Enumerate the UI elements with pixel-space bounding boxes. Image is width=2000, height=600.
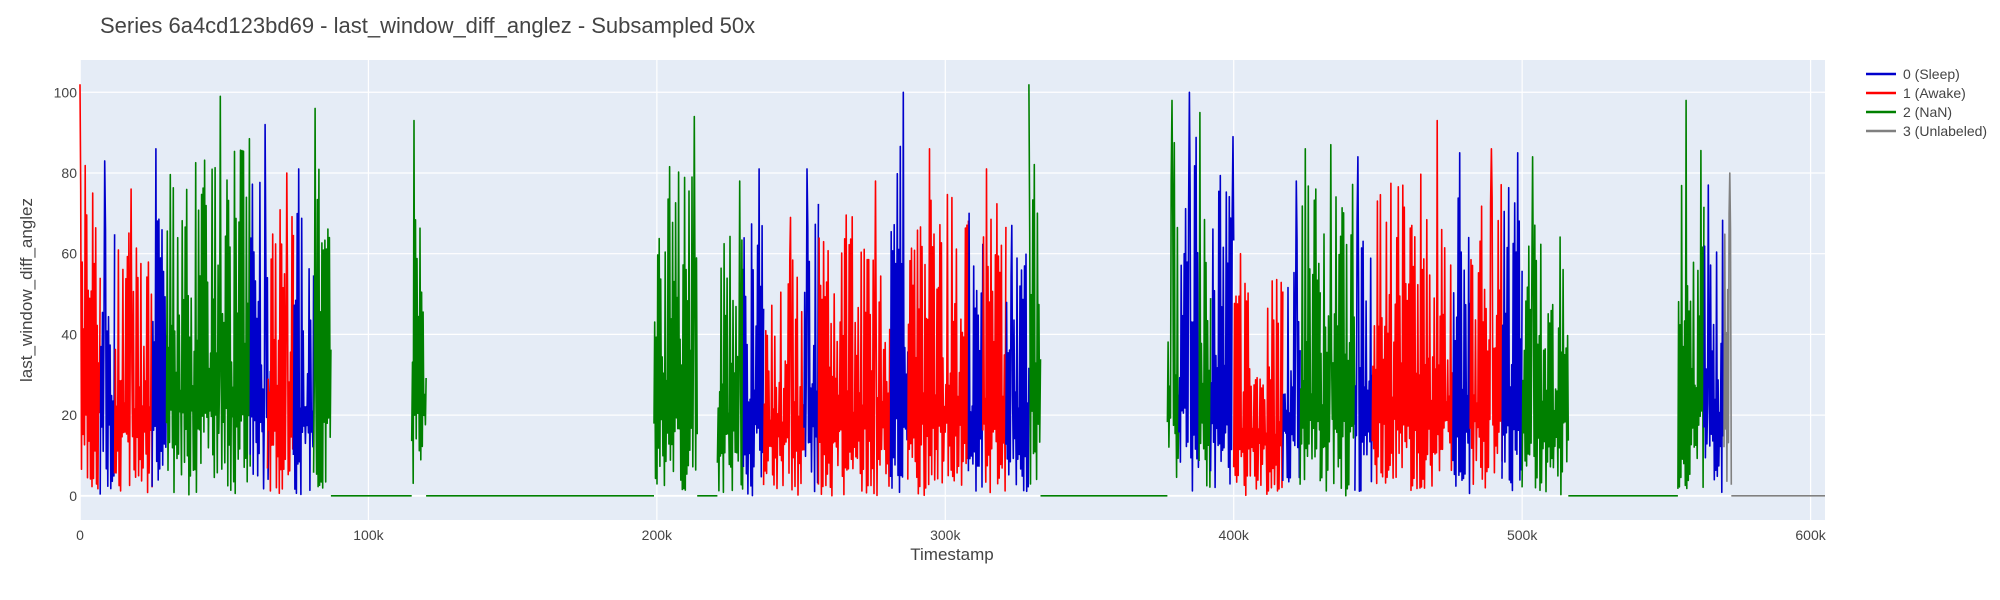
tick-labels: 0 100k 200k 300k 400k 500k 600k 0 20 40 60 80 100 xyxy=(54,84,1827,543)
series-line-segment xyxy=(151,148,168,487)
x-tick-label: 500k xyxy=(1507,527,1538,543)
series-line-segment xyxy=(1005,224,1030,493)
series-line-segment xyxy=(99,160,116,495)
x-tick-label: 200k xyxy=(642,527,673,543)
x-tick-label: 0 xyxy=(76,527,84,543)
series-line-segment xyxy=(803,168,820,493)
y-tick-label: 60 xyxy=(61,246,77,262)
series-line-segment xyxy=(312,107,332,489)
series-line-segment xyxy=(1354,156,1373,492)
x-tick-label: 600k xyxy=(1795,527,1826,543)
series-line-segment xyxy=(1198,111,1212,488)
y-tick-label: 20 xyxy=(61,407,77,423)
legend-item[interactable]: 0 (Sleep) xyxy=(1866,66,1960,82)
series-line-segment xyxy=(1319,143,1356,497)
series-line-segment xyxy=(292,168,315,496)
series-line-segment xyxy=(79,84,101,490)
series-line-segment xyxy=(113,188,153,494)
series-line-segment xyxy=(1282,180,1301,483)
x-tick-label: 400k xyxy=(1219,527,1250,543)
series-line-segment xyxy=(1723,172,1733,485)
legend-label: 1 (Awake) xyxy=(1903,85,1966,101)
series-line-segment xyxy=(1232,252,1284,497)
legend[interactable]: 0 (Sleep) 1 (Awake) 2 (NaN) 3 (Unlabeled) xyxy=(1866,66,1987,139)
series-line-segment xyxy=(742,168,765,497)
series-line-segment xyxy=(1209,135,1235,489)
series-line-segment xyxy=(817,180,892,497)
series-line-segment xyxy=(1501,152,1523,492)
y-tick-label: 80 xyxy=(61,165,77,181)
legend-label: 2 (NaN) xyxy=(1903,104,1952,120)
series-line-segment xyxy=(1521,156,1570,496)
series-line-segment xyxy=(907,148,970,497)
y-tick-label: 0 xyxy=(69,488,77,504)
series-line-segment xyxy=(249,123,272,490)
x-tick-label: 300k xyxy=(930,527,961,543)
series-line-segment xyxy=(1452,152,1471,495)
series-line-segment xyxy=(762,216,805,496)
series-line-segment xyxy=(410,119,427,485)
series-line-segment xyxy=(1178,91,1200,492)
legend-item[interactable]: 3 (Unlabeled) xyxy=(1866,123,1987,139)
series-line-segment xyxy=(967,212,984,492)
series-lines xyxy=(79,84,1825,497)
legend-item[interactable]: 2 (NaN) xyxy=(1866,104,1952,120)
y-axis-title: last_window_diff_anglez xyxy=(17,198,36,382)
series-line-segment xyxy=(889,91,909,494)
series-line-segment xyxy=(1166,99,1180,479)
x-tick-label: 100k xyxy=(353,527,384,543)
series-line-segment xyxy=(1028,84,1042,485)
series-line-segment xyxy=(1677,99,1705,490)
series-line-segment xyxy=(653,115,698,491)
x-axis-title: Timestamp xyxy=(910,545,993,564)
series-line-segment xyxy=(982,168,1007,494)
y-tick-label: 40 xyxy=(61,326,77,342)
series-line-segment xyxy=(165,95,251,496)
series-line-segment xyxy=(1469,148,1503,489)
legend-label: 3 (Unlabeled) xyxy=(1903,123,1987,139)
legend-label: 0 (Sleep) xyxy=(1903,66,1960,82)
chart-title: Series 6a4cd123bd69 - last_window_diff_a… xyxy=(100,13,756,38)
series-line-segment xyxy=(1371,119,1454,492)
series-line-segment xyxy=(716,180,745,494)
series-line-segment xyxy=(1299,148,1321,485)
series-line-segment xyxy=(1703,184,1725,494)
series-line-segment xyxy=(266,172,295,495)
y-tick-label: 100 xyxy=(54,84,78,100)
legend-item[interactable]: 1 (Awake) xyxy=(1866,85,1966,101)
